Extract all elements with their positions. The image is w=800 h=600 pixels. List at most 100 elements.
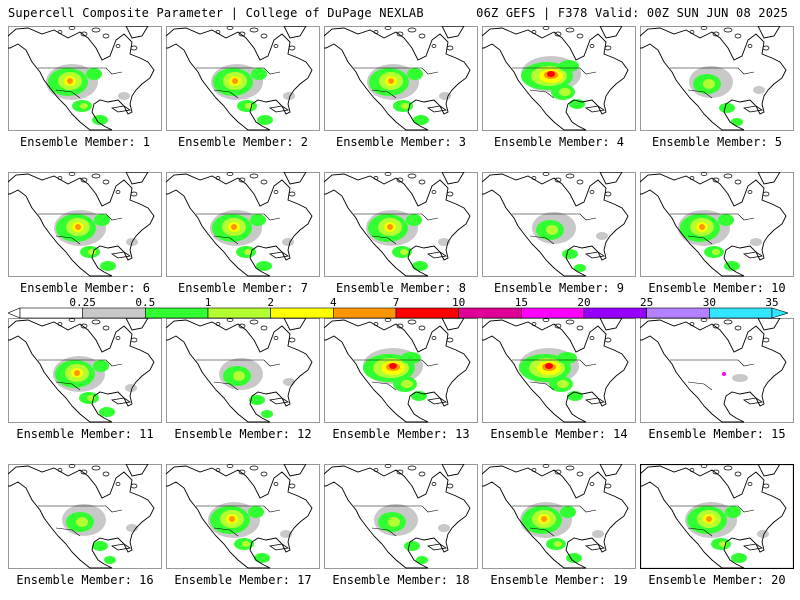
- cuba-outline: [584, 397, 606, 405]
- member-map: [324, 318, 478, 423]
- scp-contour: [250, 214, 266, 226]
- arctic-island: [249, 465, 259, 471]
- scp-contour: [232, 78, 238, 84]
- member-label: Ensemble Member: 15: [648, 427, 786, 441]
- greenland-outline: [125, 318, 149, 331]
- arctic-island: [565, 465, 575, 471]
- us-mexico-border: [371, 527, 397, 537]
- us-mexico-border: [687, 89, 713, 99]
- arctic-island: [130, 483, 138, 489]
- scp-contour: [229, 516, 235, 522]
- arctic-island: [373, 176, 379, 180]
- scp-contour: [438, 238, 450, 246]
- us-canada-border: [354, 359, 439, 367]
- us-canada-border: [512, 505, 597, 513]
- arctic-island: [115, 190, 121, 194]
- scp-contour: [562, 249, 578, 259]
- arctic-island: [576, 471, 584, 477]
- us-mexico-border: [213, 89, 239, 99]
- member-label: Ensemble Member: 1: [19, 135, 151, 149]
- arctic-island: [260, 325, 268, 331]
- ensemble-member-panel: Ensemble Member: 15: [640, 318, 794, 441]
- scp-contour: [596, 232, 608, 240]
- arctic-island: [554, 469, 562, 475]
- colorbar-segment: [145, 307, 209, 319]
- arctic-island: [762, 483, 770, 489]
- greenland-outline: [757, 318, 781, 331]
- arctic-island: [700, 26, 708, 30]
- color-scale-legend: 0.25 0.5 1 2 4 7 10 15 20 25 30 35: [8, 296, 788, 322]
- us-mexico-border: [529, 381, 555, 391]
- arctic-island: [288, 45, 296, 51]
- arctic-island: [689, 176, 695, 180]
- greenland-outline: [441, 464, 465, 477]
- arctic-island: [589, 190, 595, 194]
- colorbar-segment: [82, 307, 146, 319]
- scp-contour: [757, 530, 769, 538]
- coastline: [166, 319, 313, 423]
- greenland-outline: [441, 318, 465, 331]
- ensemble-member-panel: Ensemble Member: 2: [166, 26, 320, 149]
- scp-contour: [231, 224, 237, 230]
- scp-contour: [566, 553, 582, 563]
- colorbar-segment: [521, 307, 585, 319]
- arctic-island: [57, 322, 63, 326]
- arctic-island: [689, 30, 695, 34]
- arctic-island: [712, 323, 720, 329]
- colorbar-segment: [270, 307, 334, 319]
- ensemble-member-panel: Ensemble Member: 20: [640, 464, 794, 587]
- coastline: [482, 319, 629, 423]
- arctic-island: [576, 179, 584, 185]
- ensemble-member-panel: Ensemble Member: 6: [8, 172, 162, 295]
- ensemble-member-panel: Ensemble Member: 16: [8, 464, 162, 587]
- arctic-island: [215, 30, 221, 34]
- greenland-outline: [125, 172, 149, 185]
- arctic-island: [531, 30, 537, 34]
- arctic-island: [260, 179, 268, 185]
- member-map: [324, 172, 478, 277]
- us-canada-border: [512, 67, 597, 75]
- us-mexico-border: [371, 235, 397, 245]
- us-canada-border: [354, 67, 439, 75]
- arctic-island: [260, 471, 268, 477]
- arctic-island: [226, 318, 234, 322]
- colorbar-tick-label: 7: [392, 296, 400, 309]
- arctic-island: [565, 27, 575, 33]
- arctic-island: [554, 177, 562, 183]
- cuba-outline: [742, 105, 764, 113]
- scp-contour: [541, 516, 547, 522]
- colorbar-tick-label: 0.25: [69, 296, 96, 309]
- arctic-island: [102, 471, 110, 477]
- us-canada-border: [670, 213, 755, 221]
- arctic-island: [91, 465, 101, 471]
- coastline: [166, 465, 313, 569]
- run-valid-time: 06Z GEFS | F378 Valid: 00Z SUN JUN 08 20…: [476, 6, 788, 20]
- scp-contour: [706, 516, 712, 522]
- us-canada-border: [196, 505, 281, 513]
- ensemble-member-panel: Ensemble Member: 10: [640, 172, 794, 295]
- coastline: [640, 173, 787, 277]
- arctic-island: [431, 190, 437, 194]
- arctic-island: [80, 469, 88, 475]
- scp-contour: [722, 372, 726, 376]
- us-canada-border: [38, 505, 123, 513]
- member-label: Ensemble Member: 11: [16, 427, 154, 441]
- arctic-island: [249, 319, 259, 325]
- scp-contour: [560, 506, 576, 518]
- coastline: [482, 173, 629, 277]
- arctic-island: [747, 482, 753, 486]
- coastline: [8, 465, 155, 569]
- arctic-island: [531, 176, 537, 180]
- arctic-island: [102, 33, 110, 39]
- colorbar-tick-label: 2: [267, 296, 274, 309]
- arctic-island: [384, 464, 392, 468]
- arctic-island: [542, 464, 550, 468]
- arctic-island: [418, 179, 426, 185]
- scp-contour: [416, 556, 428, 564]
- member-map: [166, 464, 320, 569]
- arctic-island: [531, 468, 537, 472]
- scp-contour: [249, 395, 265, 405]
- colorbar-tick-label: 20: [577, 296, 591, 309]
- arctic-island: [373, 468, 379, 472]
- arctic-island: [734, 179, 742, 185]
